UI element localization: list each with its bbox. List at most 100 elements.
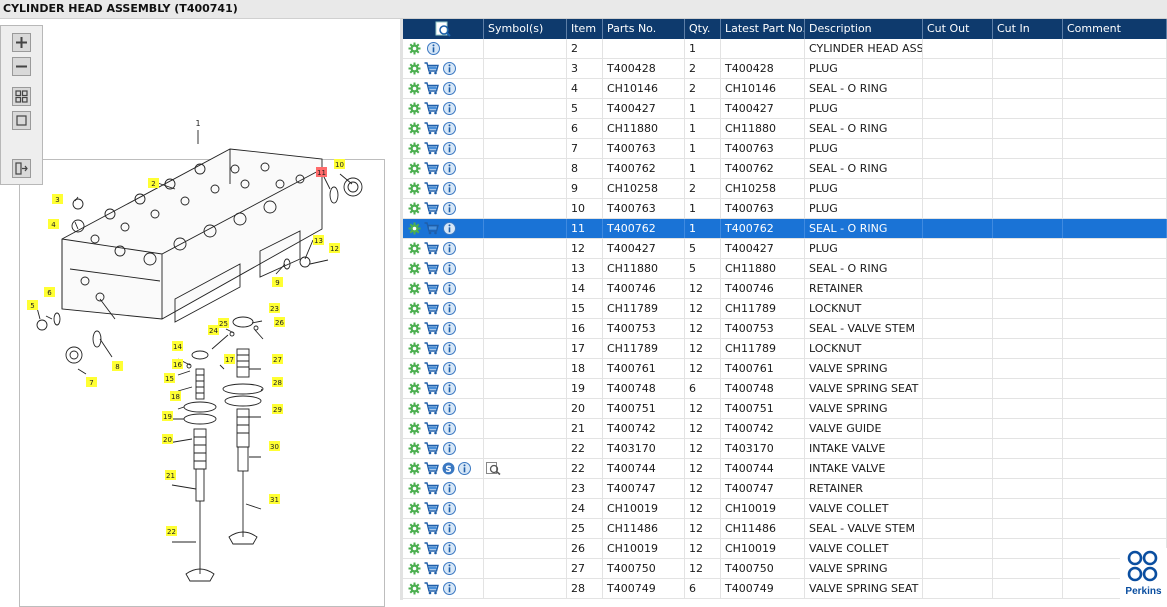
shopping-cart-icon[interactable] <box>424 422 439 435</box>
shopping-cart-icon[interactable] <box>424 162 439 175</box>
callout-27[interactable]: 27 <box>272 354 283 364</box>
table-row[interactable]: S 22 T400744 12 T400744 INTAKE VALVE <box>403 459 1167 479</box>
shopping-cart-icon[interactable] <box>424 502 439 515</box>
table-row[interactable]: 15 CH11789 12 CH11789 LOCKNUT <box>403 299 1167 319</box>
shopping-cart-icon[interactable] <box>424 282 439 295</box>
settings-gear-icon[interactable] <box>408 262 421 275</box>
shopping-cart-icon[interactable] <box>424 582 439 595</box>
settings-gear-icon[interactable] <box>408 82 421 95</box>
table-row[interactable]: 8 T400762 1 T400762 SEAL - O RING <box>403 159 1167 179</box>
table-row[interactable]: 22 T403170 12 T403170 INTAKE VALVE <box>403 439 1167 459</box>
callout-18[interactable]: 18 <box>170 391 181 401</box>
info-icon[interactable] <box>443 122 456 135</box>
settings-gear-icon[interactable] <box>408 442 421 455</box>
actual-size-button[interactable] <box>12 111 31 130</box>
info-icon[interactable] <box>443 322 456 335</box>
callout-7[interactable]: 7 <box>86 377 97 387</box>
info-icon[interactable] <box>443 222 456 235</box>
callout-16[interactable]: 16 <box>172 359 183 369</box>
settings-gear-icon[interactable] <box>408 582 421 595</box>
table-row[interactable]: 23 T400747 12 T400747 RETAINER <box>403 479 1167 499</box>
column-header[interactable]: Item <box>567 19 603 39</box>
callout-26[interactable]: 26 <box>274 317 285 327</box>
shopping-cart-icon[interactable] <box>424 122 439 135</box>
shopping-cart-icon[interactable] <box>424 342 439 355</box>
shopping-cart-icon[interactable] <box>424 82 439 95</box>
shopping-cart-icon[interactable] <box>424 242 439 255</box>
shopping-cart-icon[interactable] <box>424 142 439 155</box>
table-row[interactable]: 11 T400762 1 T400762 SEAL - O RING <box>403 219 1167 239</box>
table-row[interactable]: 4 CH10146 2 CH10146 SEAL - O RING <box>403 79 1167 99</box>
settings-gear-icon[interactable] <box>408 542 421 555</box>
callout-21[interactable]: 21 <box>165 470 176 480</box>
info-icon[interactable] <box>443 522 456 535</box>
shopping-cart-icon[interactable] <box>424 562 439 575</box>
exploded-diagram[interactable]: 1 23456789101112131415161718192021222324… <box>0 19 400 600</box>
callout-22[interactable]: 22 <box>166 526 177 536</box>
shopping-cart-icon[interactable] <box>424 482 439 495</box>
shopping-cart-icon[interactable] <box>424 442 439 455</box>
settings-gear-icon[interactable] <box>408 462 421 475</box>
callout-25[interactable]: 25 <box>218 318 229 328</box>
shopping-cart-icon[interactable] <box>424 362 439 375</box>
callout-30[interactable]: 30 <box>269 441 280 451</box>
callout-6[interactable]: 6 <box>44 287 55 297</box>
callout-14[interactable]: 14 <box>172 341 183 351</box>
table-row[interactable]: 27 T400750 12 T400750 VALVE SPRING <box>403 559 1167 579</box>
column-header[interactable]: Parts No. <box>603 19 685 39</box>
info-icon[interactable] <box>443 502 456 515</box>
column-header[interactable]: Symbol(s) <box>484 19 567 39</box>
shopping-cart-icon[interactable] <box>424 262 439 275</box>
info-icon[interactable] <box>443 302 456 315</box>
table-row[interactable]: 17 CH11789 12 CH11789 LOCKNUT <box>403 339 1167 359</box>
callout-29[interactable]: 29 <box>272 404 283 414</box>
preview-magnifier-icon[interactable] <box>486 462 501 475</box>
header-filter-cell[interactable] <box>403 19 484 39</box>
callout-2[interactable]: 2 <box>148 178 159 188</box>
table-row[interactable]: 13 CH11880 5 CH11880 SEAL - O RING <box>403 259 1167 279</box>
column-header[interactable]: Cut In <box>993 19 1063 39</box>
shopping-cart-icon[interactable] <box>424 222 439 235</box>
info-icon[interactable] <box>443 382 456 395</box>
info-icon[interactable] <box>443 582 456 595</box>
table-row[interactable]: 18 T400761 12 T400761 VALVE SPRING <box>403 359 1167 379</box>
shopping-cart-icon[interactable] <box>424 522 439 535</box>
info-icon[interactable] <box>443 182 456 195</box>
table-row[interactable]: 25 CH11486 12 CH11486 SEAL - VALVE STEM <box>403 519 1167 539</box>
shopping-cart-icon[interactable] <box>424 462 439 475</box>
info-icon[interactable] <box>458 462 471 475</box>
callout-15[interactable]: 15 <box>164 373 175 383</box>
move-panel-button[interactable] <box>12 159 31 178</box>
column-header[interactable]: Comment <box>1063 19 1167 39</box>
callout-4[interactable]: 4 <box>48 219 59 229</box>
zoom-out-button[interactable] <box>12 57 31 76</box>
callout-11[interactable]: 11 <box>316 167 327 177</box>
search-document-icon[interactable] <box>435 21 451 37</box>
info-icon[interactable] <box>443 202 456 215</box>
info-icon[interactable] <box>443 542 456 555</box>
info-icon[interactable] <box>443 562 456 575</box>
callout-13[interactable]: 13 <box>313 235 324 245</box>
settings-gear-icon[interactable] <box>408 102 421 115</box>
callout-28[interactable]: 28 <box>272 377 283 387</box>
fit-all-button[interactable] <box>12 87 31 106</box>
info-icon[interactable] <box>443 162 456 175</box>
supersession-s-icon[interactable]: S <box>442 462 455 475</box>
info-icon[interactable] <box>443 342 456 355</box>
settings-gear-icon[interactable] <box>408 502 421 515</box>
zoom-in-button[interactable] <box>12 33 31 52</box>
settings-gear-icon[interactable] <box>408 122 421 135</box>
table-row[interactable]: 21 T400742 12 T400742 VALVE GUIDE <box>403 419 1167 439</box>
table-row[interactable]: 2 1 CYLINDER HEAD ASSEMBLY <box>403 39 1167 59</box>
table-row[interactable]: 14 T400746 12 T400746 RETAINER <box>403 279 1167 299</box>
column-header[interactable]: Latest Part No. <box>721 19 805 39</box>
settings-gear-icon[interactable] <box>408 62 421 75</box>
shopping-cart-icon[interactable] <box>424 62 439 75</box>
callout-10[interactable]: 10 <box>334 159 345 169</box>
shopping-cart-icon[interactable] <box>424 322 439 335</box>
info-icon[interactable] <box>443 262 456 275</box>
callout-12[interactable]: 12 <box>329 243 340 253</box>
callout-17[interactable]: 17 <box>224 354 235 364</box>
info-icon[interactable] <box>443 402 456 415</box>
diagram-pane[interactable]: 1 2 3 4 5 6 7 8 9 10 11 12 13 14 15 16 17 18 19 20 21 22 23 24… <box>0 19 400 607</box>
